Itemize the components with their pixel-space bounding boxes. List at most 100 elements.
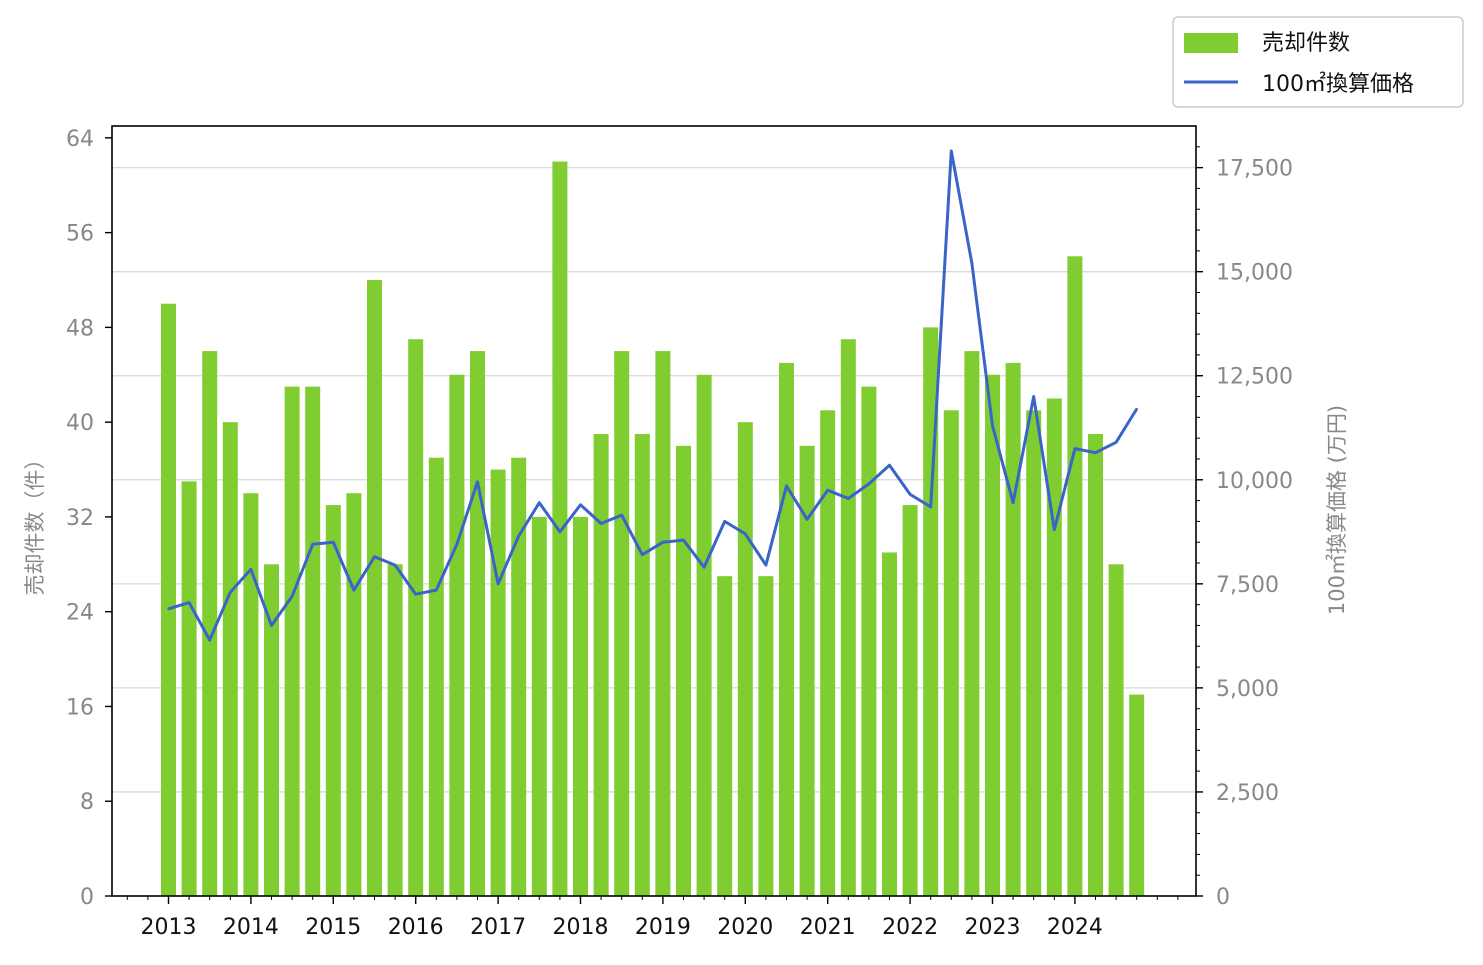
line-point <box>393 563 397 567</box>
bar <box>1129 694 1145 896</box>
bar <box>943 410 959 896</box>
bar <box>408 339 424 896</box>
bar <box>1005 362 1021 896</box>
line-point <box>249 568 253 571</box>
bar <box>1088 434 1103 896</box>
line-point <box>435 588 438 592</box>
right-tick-label: 15,000 <box>1216 261 1293 286</box>
line-point <box>496 582 500 586</box>
bar <box>799 445 815 896</box>
line-point <box>908 493 912 496</box>
line-point <box>352 588 356 592</box>
bar <box>1046 398 1062 896</box>
line-point <box>1114 441 1118 444</box>
right-tick-label: 7,500 <box>1216 573 1279 598</box>
line-point <box>270 624 273 627</box>
bar <box>161 303 176 896</box>
left-tick-label: 40 <box>66 411 94 436</box>
x-tick-label: 2017 <box>470 915 526 940</box>
bar <box>614 351 630 897</box>
line-point <box>702 565 706 569</box>
x-tick-label: 2019 <box>635 915 691 940</box>
line-point <box>1053 528 1056 531</box>
line-point <box>929 505 932 509</box>
bar <box>861 386 877 896</box>
plot-frame <box>111 125 1197 897</box>
bar <box>202 351 218 897</box>
bar <box>985 374 1000 896</box>
bar <box>737 422 753 896</box>
line-point <box>785 484 788 488</box>
right-tick-label: 17,500 <box>1216 157 1293 182</box>
bar <box>428 457 444 896</box>
bar <box>717 576 733 896</box>
line-point <box>723 520 726 523</box>
line-point <box>187 601 191 604</box>
bar <box>676 445 691 896</box>
bar <box>305 386 321 896</box>
left-tick-label: 64 <box>66 127 94 152</box>
line-point <box>867 482 871 486</box>
line-point <box>682 538 685 542</box>
bar <box>181 481 197 896</box>
line-point <box>476 480 479 484</box>
line-point <box>847 497 850 500</box>
left-tick-label: 48 <box>66 316 94 341</box>
legend-label-bar: 売却件数 <box>1262 31 1350 56</box>
line-point <box>991 424 994 427</box>
line-point <box>579 503 582 506</box>
right-tick-label: 2,500 <box>1216 781 1279 806</box>
line-point <box>517 534 520 538</box>
line-point <box>661 541 665 544</box>
bar <box>449 374 465 896</box>
line-point <box>620 513 623 517</box>
bar <box>552 161 568 897</box>
bar <box>593 434 609 896</box>
bar <box>264 564 279 896</box>
bar <box>531 516 547 896</box>
line-point <box>950 149 953 153</box>
line-point <box>208 638 211 642</box>
bar <box>325 505 341 896</box>
bar <box>655 351 671 897</box>
line-point <box>414 593 417 596</box>
bar <box>779 362 794 896</box>
line-point <box>970 262 974 265</box>
left-tick-label: 16 <box>66 695 94 720</box>
left-axis-title: 売却件数（件） <box>23 449 47 596</box>
bar <box>1026 410 1042 896</box>
line-point <box>744 532 747 536</box>
line-point <box>538 501 541 504</box>
left-tick-label: 24 <box>66 601 94 626</box>
x-tick-label: 2021 <box>800 915 856 940</box>
right-tick-label: 0 <box>1216 885 1230 910</box>
line-point <box>455 543 459 546</box>
x-tick-label: 2022 <box>882 915 938 940</box>
line-point <box>641 553 644 556</box>
bar <box>964 351 980 897</box>
line-point <box>1011 501 1015 504</box>
right-tick-label: 12,500 <box>1216 365 1293 390</box>
bar <box>882 552 897 896</box>
bar <box>1067 256 1083 896</box>
bar <box>820 410 836 896</box>
legend-swatch-bar <box>1184 33 1238 53</box>
right-tick-label: 5,000 <box>1216 677 1279 702</box>
bar <box>511 457 527 896</box>
line-point <box>1073 447 1077 450</box>
left-tick-label: 8 <box>80 790 94 815</box>
line-point <box>599 522 603 525</box>
line-point <box>167 607 170 611</box>
line-point <box>290 595 294 598</box>
left-tick-label: 56 <box>66 222 94 247</box>
line-point <box>1135 407 1138 411</box>
x-tick-label: 2018 <box>553 915 609 940</box>
left-tick-label: 32 <box>66 506 94 531</box>
line-series-price-per-100sqm <box>167 149 1138 642</box>
legend: 売却件数 100㎡換算価格 <box>1172 16 1464 108</box>
bar <box>367 280 382 896</box>
line-point <box>1094 451 1097 454</box>
right-tick-label: 10,000 <box>1216 469 1293 494</box>
x-tick-label: 2024 <box>1047 915 1103 940</box>
line-point <box>764 563 768 567</box>
